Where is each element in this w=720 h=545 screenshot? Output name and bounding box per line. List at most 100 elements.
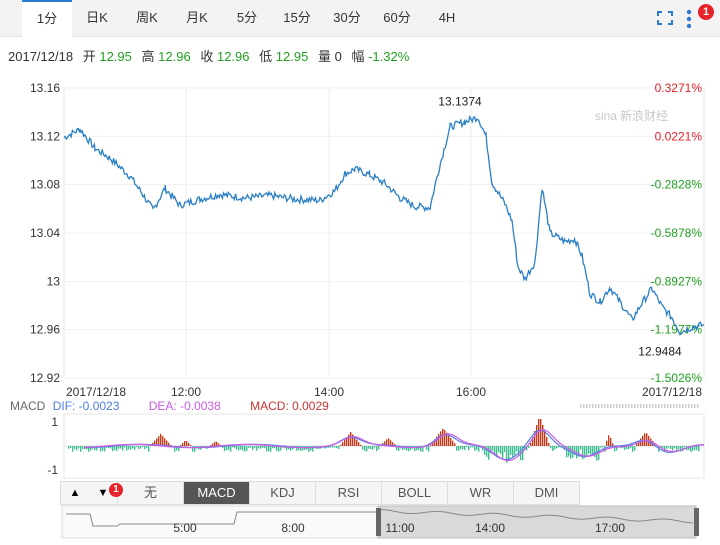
scroll-dot	[682, 404, 684, 408]
open-value: 12.95	[99, 49, 132, 64]
macd-bar	[616, 446, 618, 451]
macd-bar	[112, 446, 114, 452]
macd-bar	[694, 446, 696, 451]
watermark: 新浪财经	[620, 108, 668, 123]
tab-2[interactable]: 周K	[136, 10, 158, 25]
macd-bar	[224, 446, 226, 452]
macd-bar	[630, 446, 632, 449]
navigator-tick-3: 14:00	[475, 521, 505, 535]
macd-bar	[374, 446, 376, 448]
macd-bar	[126, 446, 128, 451]
macd-bar	[666, 446, 668, 449]
indicator-tab-4[interactable]: BOLL	[381, 482, 447, 504]
macd-bar	[210, 445, 212, 446]
macd-bar	[78, 446, 80, 449]
scroll-dot	[679, 404, 681, 408]
navigator-tick-2: 11:00	[385, 521, 414, 535]
tab-8[interactable]: 4H	[438, 10, 456, 25]
macd-bar	[402, 446, 404, 450]
macd-bar	[182, 443, 184, 446]
pct-tick-1: 0.0221%	[655, 129, 703, 143]
indicator-tab-2[interactable]: KDJ	[249, 482, 315, 504]
scroll-dot	[622, 404, 624, 408]
indicator-tab-0[interactable]: 无	[117, 482, 183, 504]
indicator-tab-1[interactable]: MACD	[183, 482, 249, 504]
macd-bar	[68, 446, 70, 449]
macd-bar	[426, 446, 428, 450]
tab-7[interactable]: 60分	[383, 10, 411, 25]
y-tick-0: 13.16	[30, 81, 60, 95]
macd-bar	[508, 446, 510, 461]
macd-bar	[118, 446, 120, 449]
navigator-handle-left[interactable]	[376, 508, 381, 536]
macd-bar	[116, 446, 118, 452]
tab-4[interactable]: 5分	[236, 10, 258, 25]
macd-dif-value: DIF: -0.0023	[52, 399, 120, 413]
macd-bar	[314, 446, 316, 448]
macd-bar	[276, 446, 278, 451]
indicator-up-button[interactable]: ▲	[69, 487, 81, 499]
macd-bar	[594, 446, 596, 458]
navigator-selection[interactable]	[377, 505, 697, 539]
macd-bar	[408, 446, 410, 452]
change-value: -1.32%	[368, 49, 410, 64]
macd-bar	[270, 446, 272, 452]
macd-bar	[132, 446, 134, 449]
high-label: 高	[141, 49, 155, 64]
scroll-dot	[670, 404, 672, 408]
time-navigator[interactable]: 5:00 8:00 11:00 14:00 17:00	[0, 505, 720, 545]
macd-bar	[360, 444, 362, 446]
scroll-dot	[613, 404, 615, 408]
macd-bar	[448, 435, 450, 446]
macd-bar	[260, 446, 262, 449]
fullscreen-icon[interactable]	[657, 11, 673, 25]
macd-bar	[176, 446, 178, 451]
scroll-dot	[586, 404, 588, 408]
indicator-tab-3[interactable]: RSI	[315, 482, 381, 504]
close-label: 收	[200, 49, 214, 64]
indicator-tab-bar: ▲ ▼ 1 无 MACD KDJ RSI BOLL WR DMI	[60, 481, 580, 505]
tab-3[interactable]: 月K	[186, 10, 208, 25]
macd-bar	[590, 446, 592, 455]
macd-bar	[682, 446, 684, 452]
price-chart[interactable]: 13.16 13.12 13.08 13.04 13 12.96 12.92 0.3271% 0…	[0, 70, 720, 480]
macd-bar	[514, 446, 516, 456]
macd-bar	[610, 438, 612, 446]
scroll-dot	[598, 404, 600, 408]
tab-0[interactable]: 1分	[22, 0, 72, 37]
indicator-tab-5[interactable]: WR	[447, 482, 513, 504]
pct-tick-4: -0.8927%	[651, 274, 703, 288]
tab-5[interactable]: 15分	[283, 10, 311, 25]
navigator-tick-0: 5:00	[173, 521, 197, 535]
tab-6[interactable]: 30分	[333, 10, 361, 25]
x-tick-2: 14:00	[314, 385, 344, 399]
macd-bar	[416, 446, 418, 451]
navigator-tick-4: 17:00	[595, 521, 625, 535]
macd-bar	[496, 446, 498, 458]
macd-bar	[614, 446, 616, 452]
macd-bar	[332, 446, 334, 448]
macd-bar	[334, 446, 336, 448]
macd-bar	[94, 446, 96, 451]
macd-bar	[534, 431, 536, 446]
macd-bar	[628, 446, 630, 450]
navigator-handle-right[interactable]	[694, 508, 699, 536]
tab-1[interactable]: 日K	[86, 10, 108, 25]
scroll-dot	[655, 404, 657, 408]
macd-bar	[228, 446, 230, 451]
scroll-dot	[601, 404, 603, 408]
pct-tick-0: 0.3271%	[655, 81, 703, 95]
macd-bar	[280, 446, 282, 451]
macd-bar	[572, 446, 574, 458]
macd-bar	[484, 446, 486, 456]
macd-bar	[148, 446, 150, 452]
indicator-tab-6[interactable]: DMI	[513, 482, 579, 504]
period-tab-bar: 1分 日K 周K 月K 5分 15分 30分 60分 4H 1	[0, 0, 720, 37]
macd-bar	[346, 437, 348, 446]
macd-bar	[582, 446, 584, 460]
more-menu-icon[interactable]	[686, 9, 692, 29]
macd-bar	[162, 436, 164, 446]
macd-bar	[586, 446, 588, 456]
indicator-down-button[interactable]: ▼	[97, 487, 109, 499]
macd-bar	[312, 446, 314, 452]
